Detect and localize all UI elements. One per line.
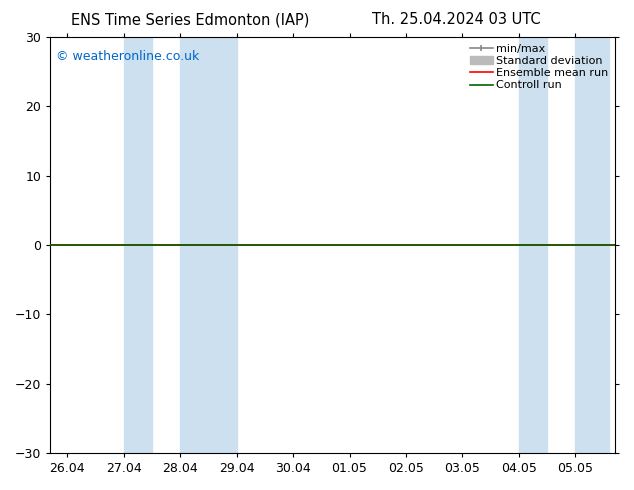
Legend: min/max, Standard deviation, Ensemble mean run, Controll run: min/max, Standard deviation, Ensemble me… [467,41,612,94]
Bar [124,37,152,453]
Bar [519,37,547,453]
Bar [180,37,236,453]
Bar [575,37,609,453]
Text: ENS Time Series Edmonton (IAP): ENS Time Series Edmonton (IAP) [71,12,309,27]
Text: © weatheronline.co.uk: © weatheronline.co.uk [56,49,199,63]
Text: Th. 25.04.2024 03 UTC: Th. 25.04.2024 03 UTC [372,12,541,27]
